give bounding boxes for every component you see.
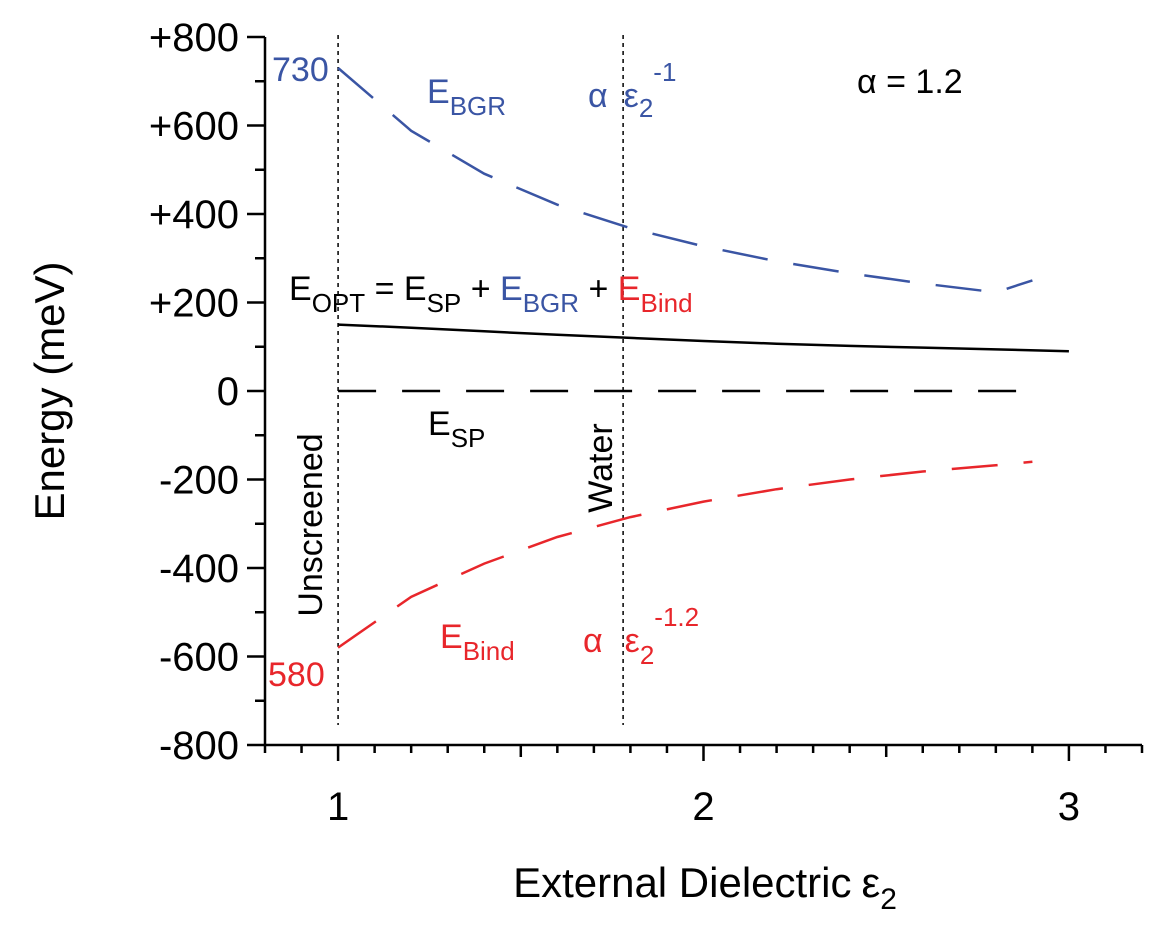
y-tick-label: 0 xyxy=(217,370,239,414)
y-tick-label: +600 xyxy=(149,105,239,149)
bind-scaling-exp: -1.2 xyxy=(654,602,699,632)
eq-e3: E xyxy=(500,270,523,308)
esp-label: ESP xyxy=(428,405,485,453)
eq-e1: E xyxy=(289,270,312,308)
series-ebind-line xyxy=(337,460,1033,649)
x-axis-title-symbol: ε xyxy=(862,859,881,906)
eq-plus2: + xyxy=(579,270,618,308)
y-tick-label: -800 xyxy=(159,724,239,768)
bind-scaling-label: α ε2-1.2 xyxy=(583,602,699,670)
ebgr-e: E xyxy=(427,73,450,111)
plot-area xyxy=(337,35,1069,725)
bgr-scaling-eps: ε xyxy=(624,77,639,115)
x-tick-label: 3 xyxy=(1058,785,1080,829)
x-axis-title-subscript: 2 xyxy=(880,883,897,916)
esp-sub: SP xyxy=(451,423,486,453)
eopt-equation: EOPT = ESP + EBGR + EBind xyxy=(289,270,693,318)
y-tick-label: -600 xyxy=(159,636,239,680)
alpha-value-label: α = 1.2 xyxy=(857,63,963,101)
eq-e2: E xyxy=(404,270,427,308)
y-tick-label: -400 xyxy=(159,547,239,591)
bind-scaling-eps: ε xyxy=(625,622,640,660)
bgr-scaling-alpha: α xyxy=(588,77,608,115)
eq-plus1: + xyxy=(461,270,500,308)
eq-sub-sp: SP xyxy=(427,288,462,318)
eq-sub-opt: OPT xyxy=(312,288,366,318)
x-tick-label: 1 xyxy=(327,785,349,829)
ebgr-label: EBGR xyxy=(427,73,506,121)
eq-sub-bgr: BGR xyxy=(523,288,579,318)
ebgr-sub: BGR xyxy=(450,91,506,121)
y-tick-label: +200 xyxy=(149,282,239,326)
unscreened-label: Unscreened xyxy=(292,433,330,616)
x-axis-title-text: External Dielectric xyxy=(513,859,851,906)
y-tick-label: -200 xyxy=(159,459,239,503)
y-tick-label: +400 xyxy=(149,193,239,237)
eq-equals: = xyxy=(365,270,404,308)
ebind-label: EBind xyxy=(440,618,515,666)
series-ebgr-line xyxy=(337,67,1033,294)
series-eopt-line xyxy=(338,323,1069,353)
bind-scaling-alpha: α xyxy=(583,622,603,660)
bind-start-label: 580 xyxy=(268,656,325,694)
axes xyxy=(247,35,1144,761)
bgr-scaling-sub: 2 xyxy=(639,93,653,123)
ebind-sub: Bind xyxy=(463,636,515,666)
ebind-e: E xyxy=(440,618,463,656)
bgr-scaling-exp: -1 xyxy=(653,57,676,87)
eq-e4: E xyxy=(618,270,641,308)
y-tick-label: +800 xyxy=(149,16,239,60)
water-label: Water xyxy=(582,423,620,512)
eq-sub-bind: Bind xyxy=(640,288,692,318)
bgr-scaling-label: α ε2-1 xyxy=(588,57,676,123)
x-axis-title: External Dielectric ε2 xyxy=(513,859,897,916)
esp-e: E xyxy=(428,405,451,443)
x-tick-label: 2 xyxy=(692,785,714,829)
bind-scaling-sub: 2 xyxy=(640,640,654,670)
y-axis-title: Energy (meV) xyxy=(26,261,73,520)
bgr-start-label: 730 xyxy=(272,51,329,89)
labels: +800 +600 +400 +200 0 -200 -400 -600 -800 1 2 3 Ener… xyxy=(26,16,1080,916)
